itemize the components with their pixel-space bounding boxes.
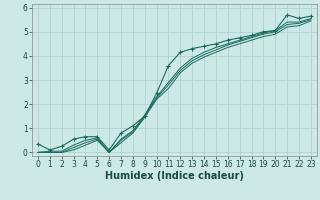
X-axis label: Humidex (Indice chaleur): Humidex (Indice chaleur): [105, 171, 244, 181]
